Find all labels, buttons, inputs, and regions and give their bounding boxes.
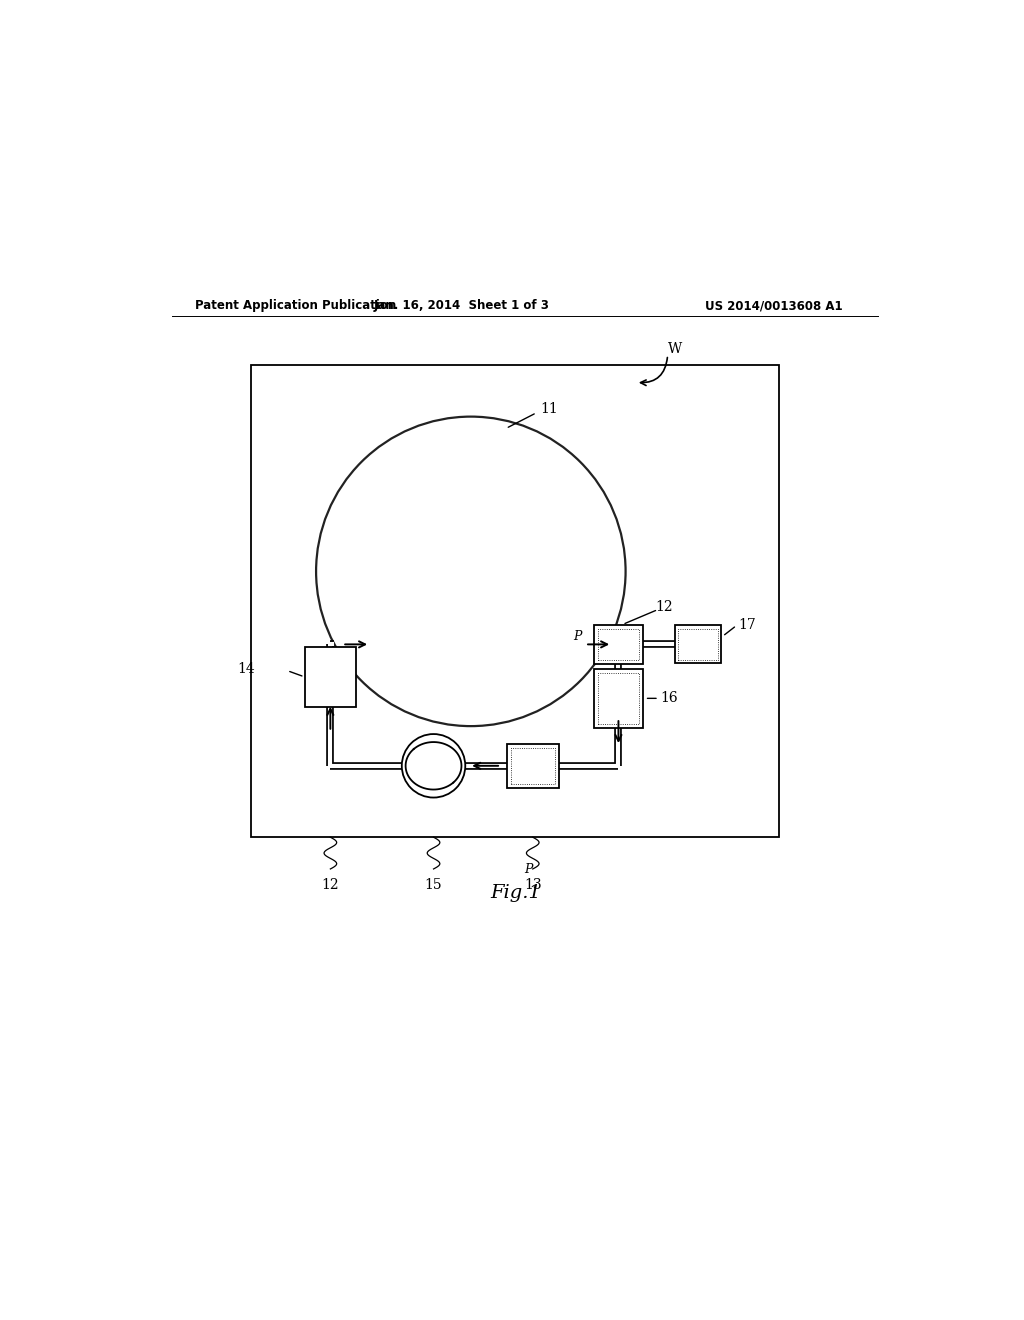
Bar (251, 366, 778, 837)
Text: 15: 15 (425, 879, 442, 892)
Text: Fig.1: Fig.1 (489, 884, 541, 902)
Text: P: P (573, 630, 582, 643)
Bar (507, 744, 558, 788)
Text: 16: 16 (660, 692, 678, 705)
Bar (675, 626, 721, 664)
Bar (678, 628, 718, 660)
Bar (511, 748, 555, 784)
Text: Jan. 16, 2014  Sheet 1 of 3: Jan. 16, 2014 Sheet 1 of 3 (374, 300, 549, 312)
Bar (304, 647, 356, 706)
Text: P: P (631, 708, 639, 721)
Text: 13: 13 (524, 879, 542, 892)
Bar (594, 669, 643, 729)
Text: US 2014/0013608 A1: US 2014/0013608 A1 (705, 300, 842, 312)
Text: P: P (524, 862, 532, 875)
Bar (598, 628, 639, 660)
Text: 12: 12 (655, 601, 674, 614)
Bar (594, 624, 643, 664)
Text: 11: 11 (541, 401, 558, 416)
Circle shape (316, 417, 626, 726)
Text: Patent Application Publication: Patent Application Publication (196, 300, 396, 312)
Circle shape (401, 734, 465, 797)
Text: 12: 12 (322, 879, 339, 892)
Bar (598, 673, 639, 725)
Text: 17: 17 (738, 618, 756, 631)
Text: 14: 14 (238, 663, 255, 676)
Text: W: W (668, 342, 682, 356)
